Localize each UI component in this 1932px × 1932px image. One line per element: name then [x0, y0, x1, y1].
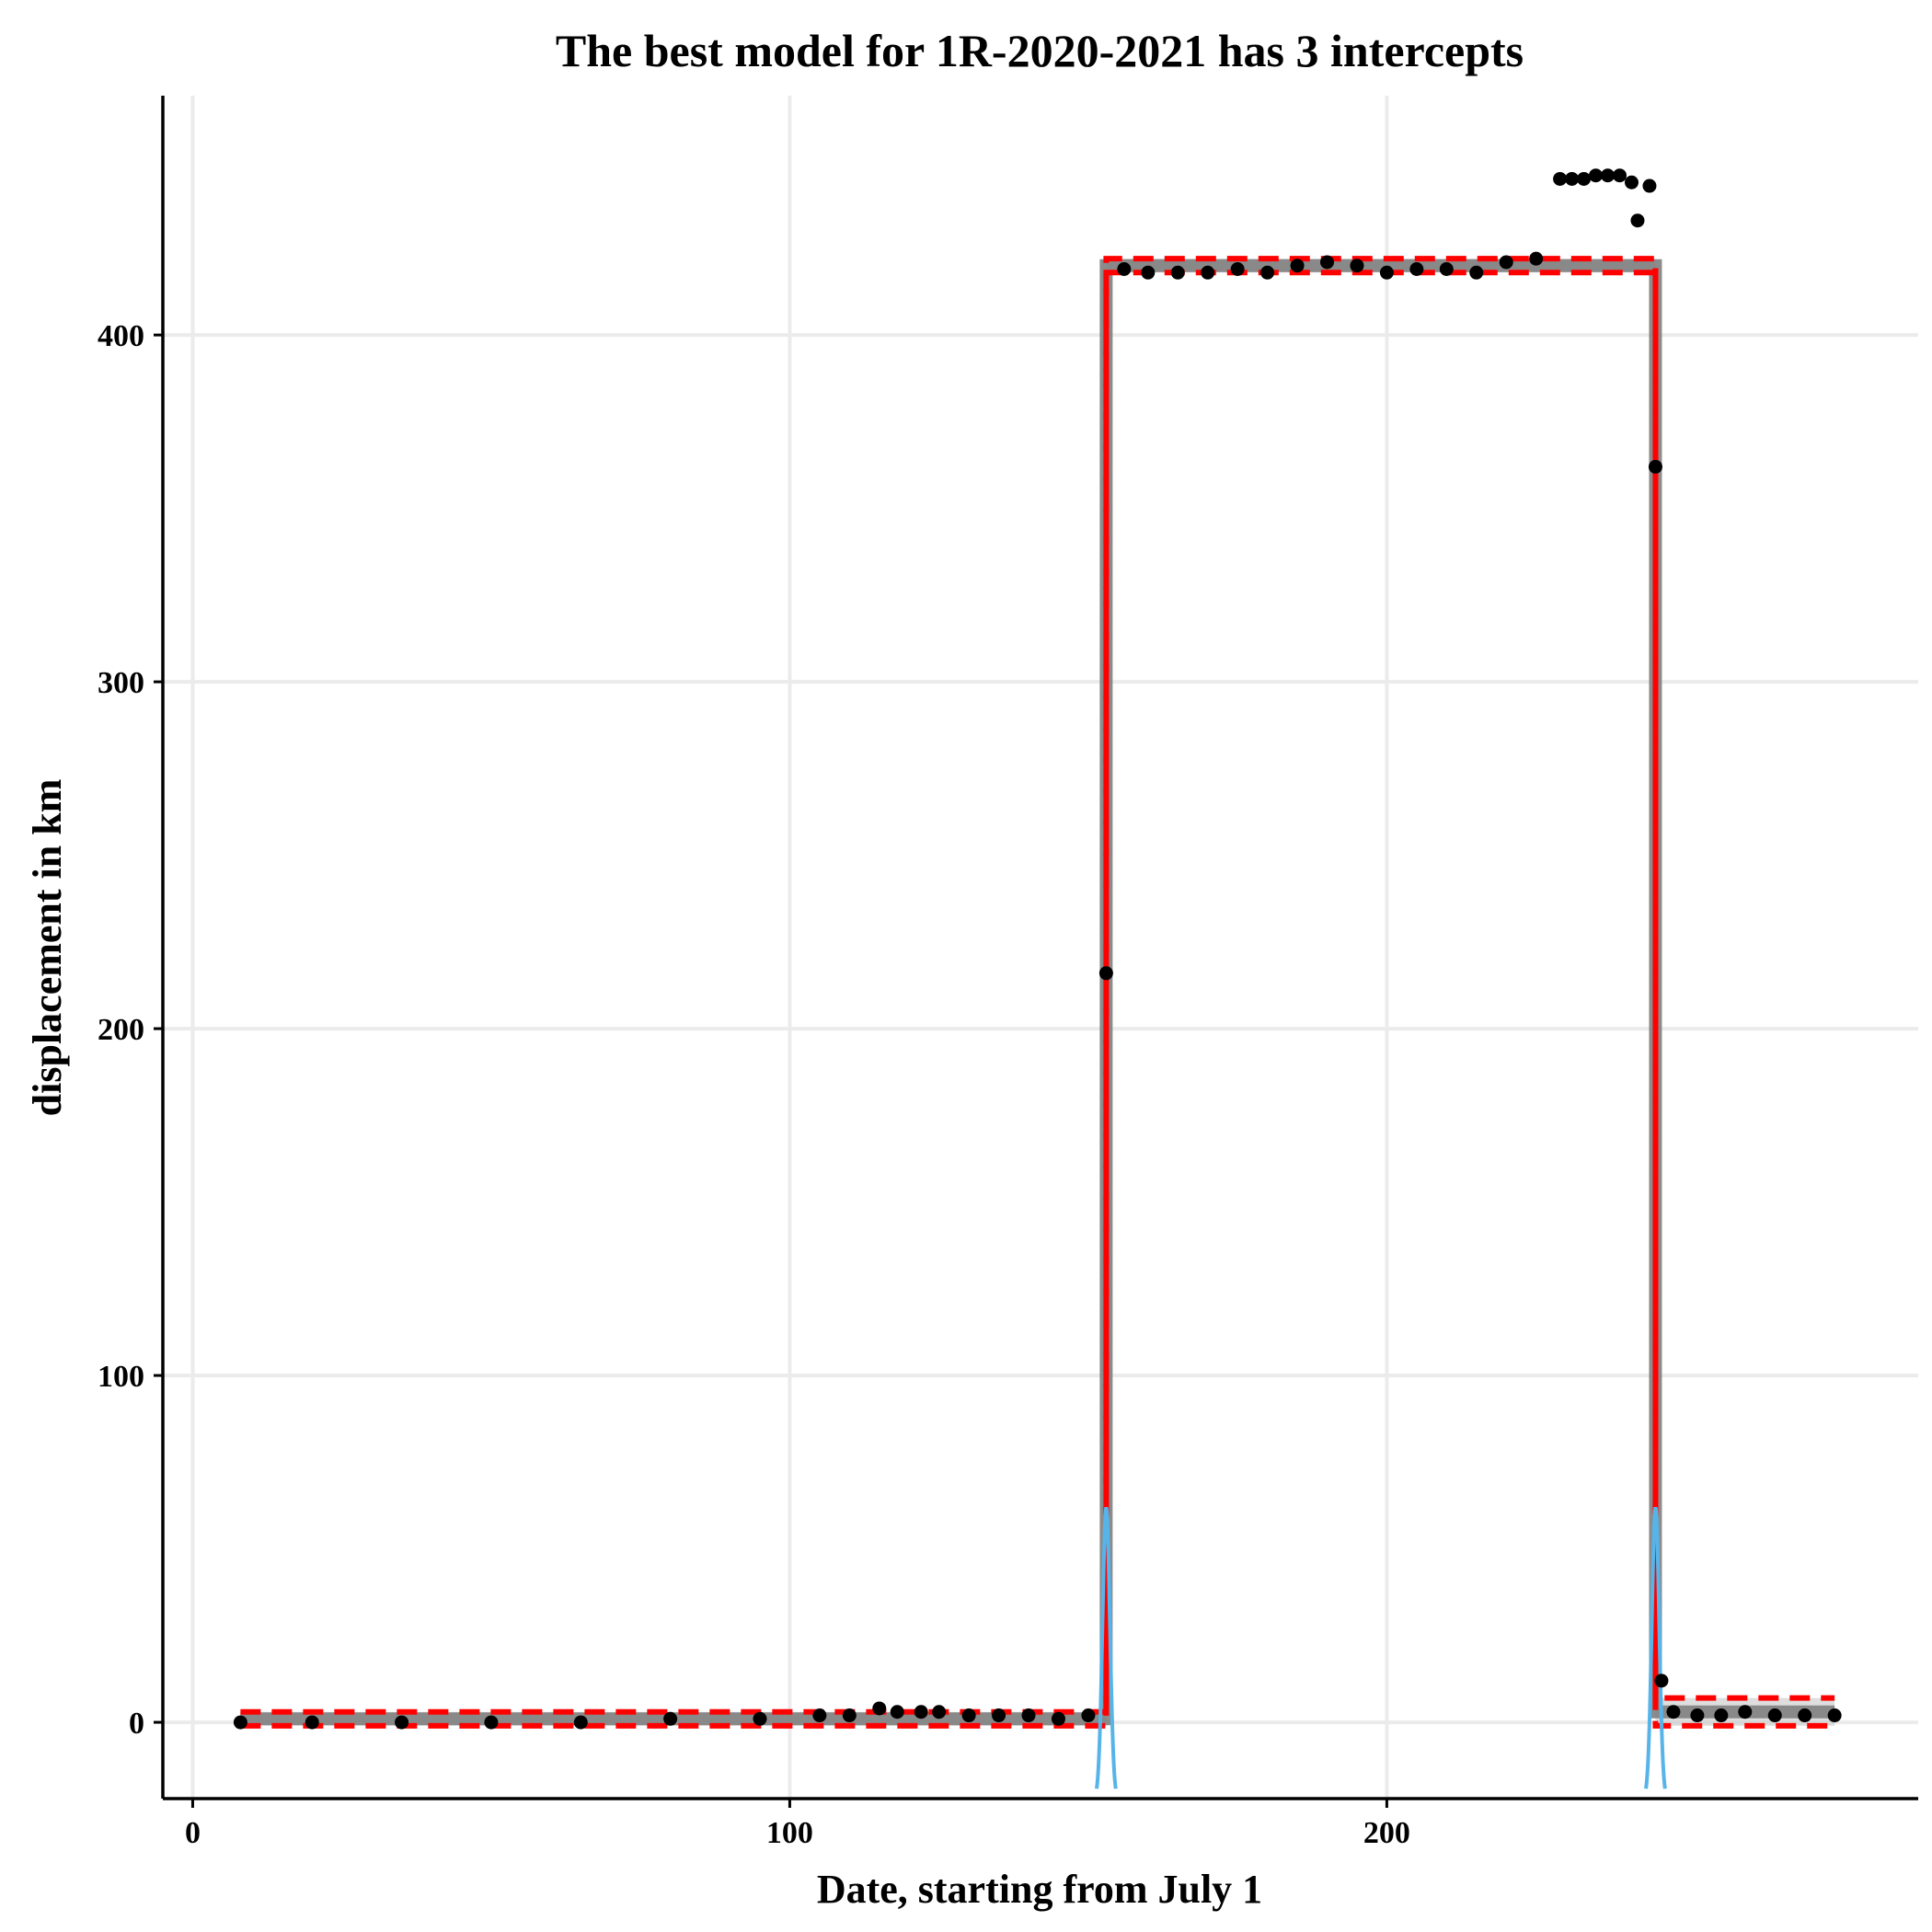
data-point — [1565, 171, 1580, 186]
data-point — [1409, 261, 1424, 276]
interval-lower-line — [240, 270, 1835, 1729]
fit-band-layer — [240, 259, 1835, 1726]
data-point — [1589, 168, 1604, 183]
data-point — [1117, 261, 1132, 276]
data-point — [1654, 1673, 1669, 1688]
data-point — [233, 1715, 247, 1730]
data-point — [1098, 966, 1113, 981]
data-point — [914, 1705, 928, 1719]
data-point — [1827, 1708, 1842, 1723]
chart-title: The best model for 1R-2020-2021 has 3 in… — [556, 25, 1524, 76]
interval-upper-line — [240, 256, 1835, 1715]
data-point — [1439, 261, 1454, 276]
x-tick-label: 0 — [185, 1816, 201, 1850]
data-point — [1290, 259, 1305, 273]
changepoint-density-layer — [1095, 1506, 1667, 1789]
data-point — [1320, 255, 1335, 270]
fit-line — [240, 259, 1835, 1726]
data-point — [1379, 265, 1394, 280]
y-tick-label: 200 — [98, 1013, 144, 1047]
x-tick-label: 100 — [766, 1816, 813, 1850]
data-point — [1798, 1708, 1812, 1723]
data-point — [663, 1711, 678, 1726]
data-point — [1051, 1711, 1065, 1726]
x-axis-title: Date, starting from July 1 — [817, 1867, 1262, 1912]
data-point — [1690, 1708, 1705, 1723]
data-point — [1260, 265, 1275, 280]
data-point — [842, 1708, 857, 1723]
x-tick-label: 200 — [1363, 1816, 1410, 1850]
data-point — [1081, 1708, 1096, 1723]
data-point — [812, 1708, 827, 1723]
data-point — [1021, 1708, 1036, 1723]
fit-line-layer — [240, 259, 1835, 1726]
y-tick-label: 0 — [129, 1707, 144, 1741]
data-point — [1170, 265, 1185, 280]
data-point — [992, 1708, 1006, 1723]
data-point — [305, 1715, 319, 1730]
y-tick-label: 100 — [98, 1360, 144, 1394]
data-point — [395, 1715, 409, 1730]
data-point — [1577, 171, 1592, 186]
data-point — [1624, 175, 1639, 190]
data-point — [753, 1711, 767, 1726]
data-point — [1648, 459, 1662, 474]
data-points-layer — [233, 168, 1842, 1730]
y-tick-label: 300 — [98, 666, 144, 700]
data-point — [1141, 265, 1156, 280]
data-point — [872, 1701, 887, 1716]
data-point — [1499, 255, 1513, 270]
data-point — [1630, 213, 1645, 228]
data-point — [932, 1705, 947, 1719]
y-axis-title: displacement in km — [25, 779, 70, 1117]
changepoint-density-curve — [1644, 1506, 1667, 1789]
data-point — [1553, 171, 1568, 186]
changepoint-density-curve — [1095, 1506, 1118, 1789]
data-point — [890, 1705, 904, 1719]
data-point — [573, 1715, 588, 1730]
data-point — [1350, 259, 1364, 273]
data-point — [1642, 178, 1657, 193]
data-point — [1714, 1708, 1729, 1723]
y-tick-label: 400 — [98, 319, 144, 353]
data-point — [1469, 265, 1484, 280]
data-point — [484, 1715, 499, 1730]
interval-layer — [240, 256, 1835, 1729]
data-point — [1201, 265, 1215, 280]
data-point — [1529, 251, 1544, 266]
data-point — [1613, 168, 1627, 183]
data-point — [1601, 168, 1616, 183]
data-point — [1666, 1705, 1681, 1719]
data-point — [1230, 261, 1245, 276]
data-point — [961, 1708, 976, 1723]
data-point — [1767, 1708, 1782, 1723]
data-point — [1738, 1705, 1753, 1719]
axes: 0 100 200 0 100 200 300 400 — [98, 96, 1918, 1850]
